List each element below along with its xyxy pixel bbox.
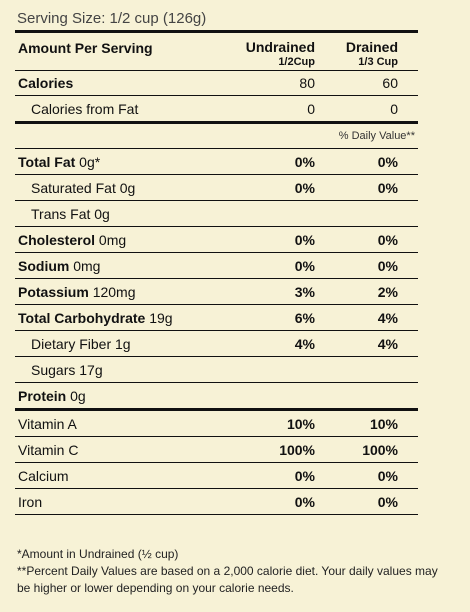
vitamin-undrained-dv: 100% (279, 441, 315, 458)
vitamin-undrained-dv: 0% (294, 493, 315, 510)
nutrient-row: Potassium 120mg 3% 2% (15, 279, 418, 305)
drained-subtitle: 1/3 Cup (358, 56, 398, 68)
nutrient-drained-dv: 4% (377, 335, 398, 352)
undrained-subtitle: 1/2Cup (278, 56, 315, 68)
nutrient-name: Cholesterol 0mg (15, 232, 215, 248)
nutrient-name: Sugars 17g (15, 362, 215, 378)
nutrient-name: Trans Fat 0g (15, 206, 215, 222)
nutrient-amount: 19g (145, 309, 173, 326)
amount-per-serving-label: Amount Per Serving (18, 40, 153, 56)
nutrient-name: Dietary Fiber 1g (15, 336, 215, 352)
calories-fat-undrained: 0 (307, 100, 315, 117)
vitamin-name: Iron (18, 493, 43, 510)
nutrient-undrained-dv: 0% (294, 257, 315, 274)
nutrient-amount: Sugars 17g (31, 361, 103, 378)
calories-row: Calories 80 60 (15, 71, 418, 96)
calories-fat-label: Calories from Fat (31, 100, 139, 117)
nutrient-row: Total Fat 0g* 0% 0% (15, 149, 418, 175)
vitamin-row: Vitamin A 10% 10% (15, 411, 418, 437)
nutrient-amount: Dietary Fiber 1g (31, 335, 131, 352)
nutrient-bold-label: Cholesterol (18, 231, 96, 248)
drained-column-header: Drained 1/3 Cup (318, 33, 418, 70)
calories-fat-row: Calories from Fat 0 0 (15, 96, 418, 124)
footnote-daily-values: **Percent Daily Values are based on a 2,… (17, 564, 438, 595)
vitamin-row: Iron 0% 0% (15, 489, 418, 515)
nutrient-undrained-dv: 4% (294, 335, 315, 352)
nutrient-row: Sugars 17g (15, 357, 418, 383)
column-header-row: Amount Per Serving Undrained 1/2Cup Drai… (15, 33, 418, 71)
vitamin-row: Calcium 0% 0% (15, 463, 418, 489)
nutrient-drained-dv: 0% (377, 179, 398, 196)
vitamin-undrained-dv: 10% (286, 415, 315, 432)
vitamin-row: Vitamin C 100% 100% (15, 437, 418, 463)
nutrient-name: Sodium 0mg (15, 258, 215, 274)
footnotes: *Amount in Undrained (½ cup) **Percent D… (17, 546, 447, 597)
nutrient-drained-dv: 0% (377, 257, 398, 274)
vitamin-drained-dv: 100% (362, 441, 398, 458)
nutrient-undrained-dv: 0% (294, 179, 315, 196)
nutrient-drained-dv: 2% (377, 283, 398, 300)
undrained-title: Undrained (245, 39, 315, 55)
footnote-undrained: *Amount in Undrained (½ cup) (17, 547, 179, 561)
daily-value-header: % Daily Value** (15, 124, 418, 149)
nutrient-bold-label: Total Carbohydrate (18, 309, 146, 326)
vitamin-name: Calcium (18, 467, 69, 484)
nutrient-row: Total Carbohydrate 19g 6% 4% (15, 305, 418, 331)
nutrient-undrained-dv: 0% (294, 153, 315, 170)
nutrient-bold-label: Potassium (18, 283, 89, 300)
vitamin-drained-dv: 0% (377, 467, 398, 484)
vitamin-drained-dv: 10% (369, 415, 398, 432)
nutrient-drained-dv: 0% (377, 153, 398, 170)
nutrient-undrained-dv: 6% (294, 309, 315, 326)
nutrient-row: Protein 0g (15, 383, 418, 408)
nutrient-row: Sodium 0mg 0% 0% (15, 253, 418, 279)
vitamin-drained-dv: 0% (377, 493, 398, 510)
vitamin-name: Vitamin A (18, 415, 77, 432)
nutrient-bold-label: Protein (18, 387, 67, 404)
nutrient-name: Total Fat 0g* (15, 154, 215, 170)
nutrient-amount: 0mg (69, 257, 101, 274)
nutrient-bold-label: Sodium (18, 257, 70, 274)
nutrient-amount: 0g (66, 387, 86, 404)
nutrient-drained-dv: 4% (377, 309, 398, 326)
calories-fat-drained: 0 (390, 100, 398, 117)
nutrient-amount: Saturated Fat 0g (31, 179, 136, 196)
calories-drained: 60 (382, 75, 398, 91)
nutrient-row: Dietary Fiber 1g 4% 4% (15, 331, 418, 357)
top-divider (15, 30, 418, 33)
nutrient-name: Protein 0g (15, 388, 215, 404)
nutrient-bold-label: Total Fat (18, 153, 76, 170)
nutrient-row: Cholesterol 0mg 0% 0% (15, 227, 418, 253)
calories-undrained: 80 (299, 75, 315, 91)
nutrient-row: Trans Fat 0g (15, 201, 418, 227)
vitamin-name: Vitamin C (18, 441, 79, 458)
drained-title: Drained (345, 39, 398, 55)
vitamin-divider (15, 408, 418, 411)
nutrient-undrained-dv: 3% (294, 283, 315, 300)
nutrient-amount: 120mg (88, 283, 136, 300)
nutrient-row: Saturated Fat 0g 0% 0% (15, 175, 418, 201)
nutrient-name: Potassium 120mg (15, 284, 215, 300)
serving-size: Serving Size: 1/2 cup (126g) (17, 10, 207, 27)
nutrient-name: Total Carbohydrate 19g (15, 310, 215, 326)
nutrition-table: Amount Per Serving Undrained 1/2Cup Drai… (15, 30, 418, 515)
vitamin-undrained-dv: 0% (294, 467, 315, 484)
nutrient-undrained-dv: 0% (294, 231, 315, 248)
nutrient-drained-dv: 0% (377, 231, 398, 248)
vitamin-list: Vitamin A 10% 10% Vitamin C 100% 100% Calcium 0… (15, 411, 418, 515)
nutrient-amount: 0mg (95, 231, 127, 248)
nutrient-amount: 0g* (75, 153, 101, 170)
nutrient-name: Saturated Fat 0g (15, 180, 215, 196)
undrained-column-header: Undrained 1/2Cup (215, 33, 318, 70)
nutrient-amount: Trans Fat 0g (31, 205, 110, 222)
nutrient-list: Total Fat 0g* 0% 0% Saturated Fat 0g 0% 0% Tra… (15, 149, 418, 408)
calories-label: Calories (18, 75, 74, 91)
